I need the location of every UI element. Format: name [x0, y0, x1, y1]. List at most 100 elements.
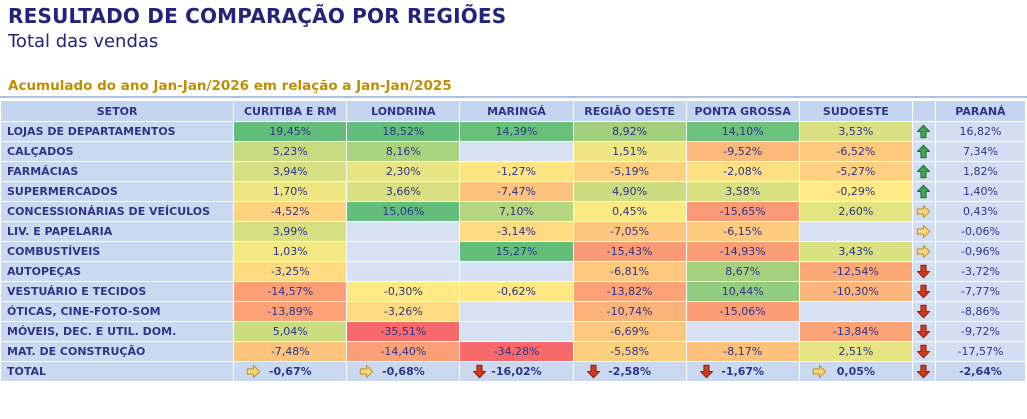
- value-cell[interactable]: 4,90%: [573, 182, 686, 201]
- row-label[interactable]: FARMÁCIAS: [1, 162, 234, 181]
- total-trend-cell[interactable]: [912, 362, 935, 381]
- value-cell[interactable]: 1,70%: [234, 182, 347, 201]
- row-label[interactable]: SUPERMERCADOS: [1, 182, 234, 201]
- value-cell[interactable]: -7,47%: [460, 182, 573, 201]
- total-value-cell[interactable]: -0,68%: [347, 362, 460, 381]
- value-cell[interactable]: 8,16%: [347, 142, 460, 161]
- parana-value-cell[interactable]: 7,34%: [935, 142, 1025, 161]
- total-value-cell[interactable]: -2,58%: [573, 362, 686, 381]
- parana-value-cell[interactable]: -9,72%: [935, 322, 1025, 341]
- value-cell[interactable]: [460, 262, 573, 281]
- value-cell[interactable]: 8,92%: [573, 122, 686, 141]
- row-label[interactable]: AUTOPEÇAS: [1, 262, 234, 281]
- value-cell[interactable]: -34,28%: [460, 342, 573, 361]
- column-header-maringa[interactable]: MARINGÁ: [460, 101, 573, 121]
- parana-value-cell[interactable]: 1,40%: [935, 182, 1025, 201]
- trend-cell[interactable]: [912, 222, 935, 241]
- total-parana-value-cell[interactable]: -2,64%: [935, 362, 1025, 381]
- value-cell[interactable]: 7,10%: [460, 202, 573, 221]
- value-cell[interactable]: -6,81%: [573, 262, 686, 281]
- row-label[interactable]: MAT. DE CONSTRUÇÃO: [1, 342, 234, 361]
- value-cell[interactable]: -15,43%: [573, 242, 686, 261]
- trend-cell[interactable]: [912, 242, 935, 261]
- value-cell[interactable]: -14,57%: [234, 282, 347, 301]
- value-cell[interactable]: [347, 262, 460, 281]
- column-header-regiao-oeste[interactable]: REGIÃO OESTE: [573, 101, 686, 121]
- value-cell[interactable]: 19,45%: [234, 122, 347, 141]
- total-value-cell[interactable]: 0,05%: [799, 362, 912, 381]
- value-cell[interactable]: -6,69%: [573, 322, 686, 341]
- column-header-ponta-grossa[interactable]: PONTA GROSSA: [686, 101, 799, 121]
- value-cell[interactable]: -5,19%: [573, 162, 686, 181]
- parana-value-cell[interactable]: 16,82%: [935, 122, 1025, 141]
- value-cell[interactable]: -12,54%: [799, 262, 912, 281]
- value-cell[interactable]: 3,94%: [234, 162, 347, 181]
- value-cell[interactable]: -13,84%: [799, 322, 912, 341]
- value-cell[interactable]: -14,40%: [347, 342, 460, 361]
- parana-value-cell[interactable]: -0,06%: [935, 222, 1025, 241]
- column-header-curitiba-e-rm[interactable]: CURITIBA E RM: [234, 101, 347, 121]
- parana-value-cell[interactable]: 1,82%: [935, 162, 1025, 181]
- total-value-cell[interactable]: -0,67%: [234, 362, 347, 381]
- trend-cell[interactable]: [912, 302, 935, 321]
- value-cell[interactable]: -10,74%: [573, 302, 686, 321]
- column-header-londrina[interactable]: LONDRINA: [347, 101, 460, 121]
- value-cell[interactable]: -9,52%: [686, 142, 799, 161]
- trend-cell[interactable]: [912, 342, 935, 361]
- value-cell[interactable]: 8,67%: [686, 262, 799, 281]
- value-cell[interactable]: [347, 242, 460, 261]
- value-cell[interactable]: [799, 222, 912, 241]
- value-cell[interactable]: -3,26%: [347, 302, 460, 321]
- value-cell[interactable]: 15,06%: [347, 202, 460, 221]
- total-row-label[interactable]: TOTAL: [1, 362, 234, 381]
- value-cell[interactable]: -3,14%: [460, 222, 573, 241]
- value-cell[interactable]: 0,45%: [573, 202, 686, 221]
- value-cell[interactable]: [686, 322, 799, 341]
- value-cell[interactable]: -7,05%: [573, 222, 686, 241]
- value-cell[interactable]: 14,10%: [686, 122, 799, 141]
- value-cell[interactable]: 10,44%: [686, 282, 799, 301]
- trend-cell[interactable]: [912, 322, 935, 341]
- value-cell[interactable]: -15,65%: [686, 202, 799, 221]
- row-label[interactable]: CALÇADOS: [1, 142, 234, 161]
- trend-cell[interactable]: [912, 162, 935, 181]
- value-cell[interactable]: [460, 322, 573, 341]
- column-header-setor[interactable]: SETOR: [1, 101, 234, 121]
- trend-cell[interactable]: [912, 182, 935, 201]
- value-cell[interactable]: -6,15%: [686, 222, 799, 241]
- value-cell[interactable]: -3,25%: [234, 262, 347, 281]
- parana-value-cell[interactable]: -3,72%: [935, 262, 1025, 281]
- column-header-sudoeste[interactable]: SUDOESTE: [799, 101, 912, 121]
- parana-value-cell[interactable]: -0,96%: [935, 242, 1025, 261]
- value-cell[interactable]: 15,27%: [460, 242, 573, 261]
- value-cell[interactable]: -13,82%: [573, 282, 686, 301]
- parana-value-cell[interactable]: -7,77%: [935, 282, 1025, 301]
- value-cell[interactable]: [460, 302, 573, 321]
- value-cell[interactable]: -0,30%: [347, 282, 460, 301]
- row-label[interactable]: LOJAS DE DEPARTAMENTOS: [1, 122, 234, 141]
- value-cell[interactable]: -0,62%: [460, 282, 573, 301]
- value-cell[interactable]: 3,99%: [234, 222, 347, 241]
- value-cell[interactable]: 3,58%: [686, 182, 799, 201]
- row-label[interactable]: LIV. E PAPELARIA: [1, 222, 234, 241]
- trend-cell[interactable]: [912, 122, 935, 141]
- value-cell[interactable]: [799, 302, 912, 321]
- value-cell[interactable]: [460, 142, 573, 161]
- row-label[interactable]: MÓVEIS, DEC. E UTIL. DOM.: [1, 322, 234, 341]
- value-cell[interactable]: 3,43%: [799, 242, 912, 261]
- row-label[interactable]: VESTUÁRIO E TECIDOS: [1, 282, 234, 301]
- value-cell[interactable]: -4,52%: [234, 202, 347, 221]
- value-cell[interactable]: 2,51%: [799, 342, 912, 361]
- value-cell[interactable]: 1,03%: [234, 242, 347, 261]
- value-cell[interactable]: -35,51%: [347, 322, 460, 341]
- value-cell[interactable]: -6,52%: [799, 142, 912, 161]
- value-cell[interactable]: 5,04%: [234, 322, 347, 341]
- row-label[interactable]: CONCESSIONÁRIAS DE VEÍCULOS: [1, 202, 234, 221]
- value-cell[interactable]: 14,39%: [460, 122, 573, 141]
- value-cell[interactable]: 1,51%: [573, 142, 686, 161]
- trend-cell[interactable]: [912, 202, 935, 221]
- row-label[interactable]: ÓTICAS, CINE-FOTO-SOM: [1, 302, 234, 321]
- parana-value-cell[interactable]: -17,57%: [935, 342, 1025, 361]
- value-cell[interactable]: 18,52%: [347, 122, 460, 141]
- value-cell[interactable]: -15,06%: [686, 302, 799, 321]
